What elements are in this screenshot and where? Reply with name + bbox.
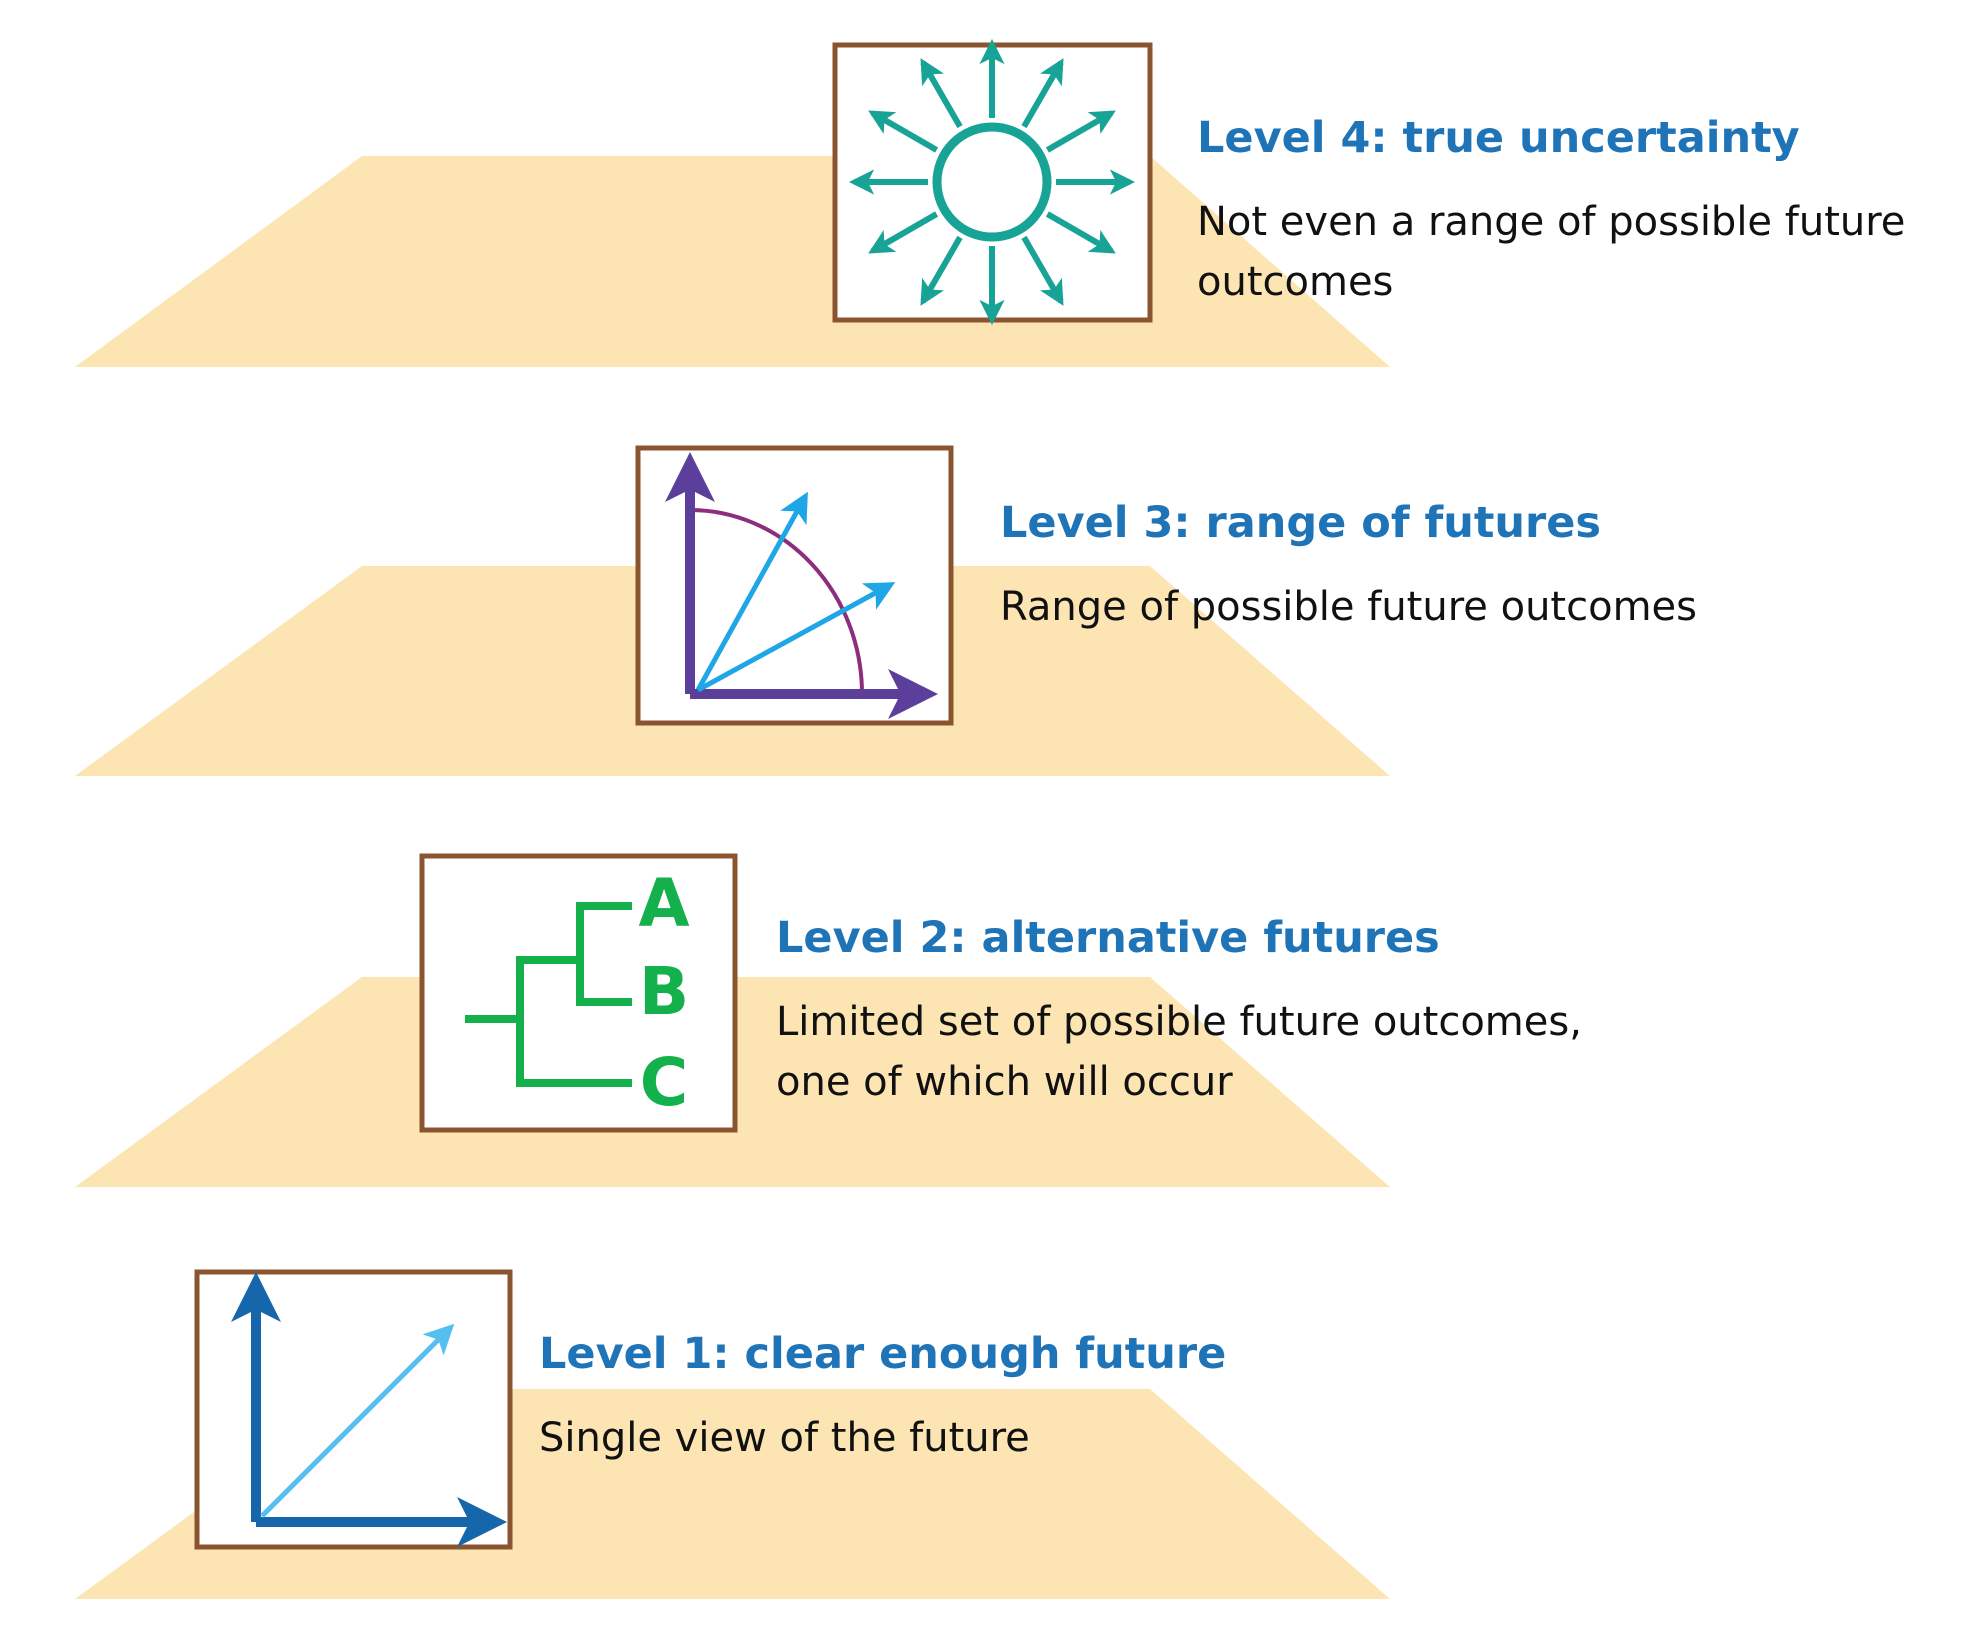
branch-label-a: A: [638, 865, 689, 942]
radiating-arrow: [1021, 58, 1064, 129]
level-1-title: Level 1: clear enough future: [539, 1329, 1227, 1379]
radiating-arrow: [1045, 211, 1116, 254]
single-direction-icon: [194, 1269, 513, 1550]
radiating-arrow: [920, 58, 963, 129]
level-2-description: Limited set of possible future outcomes,…: [776, 999, 1582, 1105]
branching-futures-icon: A B C: [419, 853, 738, 1133]
branch-label-b: B: [639, 953, 689, 1030]
radiating-arrow: [1045, 110, 1116, 153]
radiating-arrow: [1021, 235, 1064, 306]
radiating-arrow: [920, 235, 963, 306]
level-4-platform: [75, 156, 1390, 367]
level-3-title: Level 3: range of futures: [1000, 498, 1601, 548]
radiating-arrows-icon: [832, 38, 1153, 326]
range-of-futures-icon: [635, 445, 954, 726]
level-3-description: Range of possible future outcomes: [1000, 584, 1697, 630]
radiating-arrow: [868, 110, 939, 153]
level-1-description: Single view of the future: [539, 1415, 1030, 1461]
branch-label-c: C: [640, 1044, 688, 1121]
level-4-description: Not even a range of possible future outc…: [1197, 199, 1906, 305]
level-4-title: Level 4: true uncertainty: [1197, 113, 1800, 163]
level-2-title: Level 2: alternative futures: [776, 913, 1440, 963]
radiating-arrow: [868, 211, 939, 254]
